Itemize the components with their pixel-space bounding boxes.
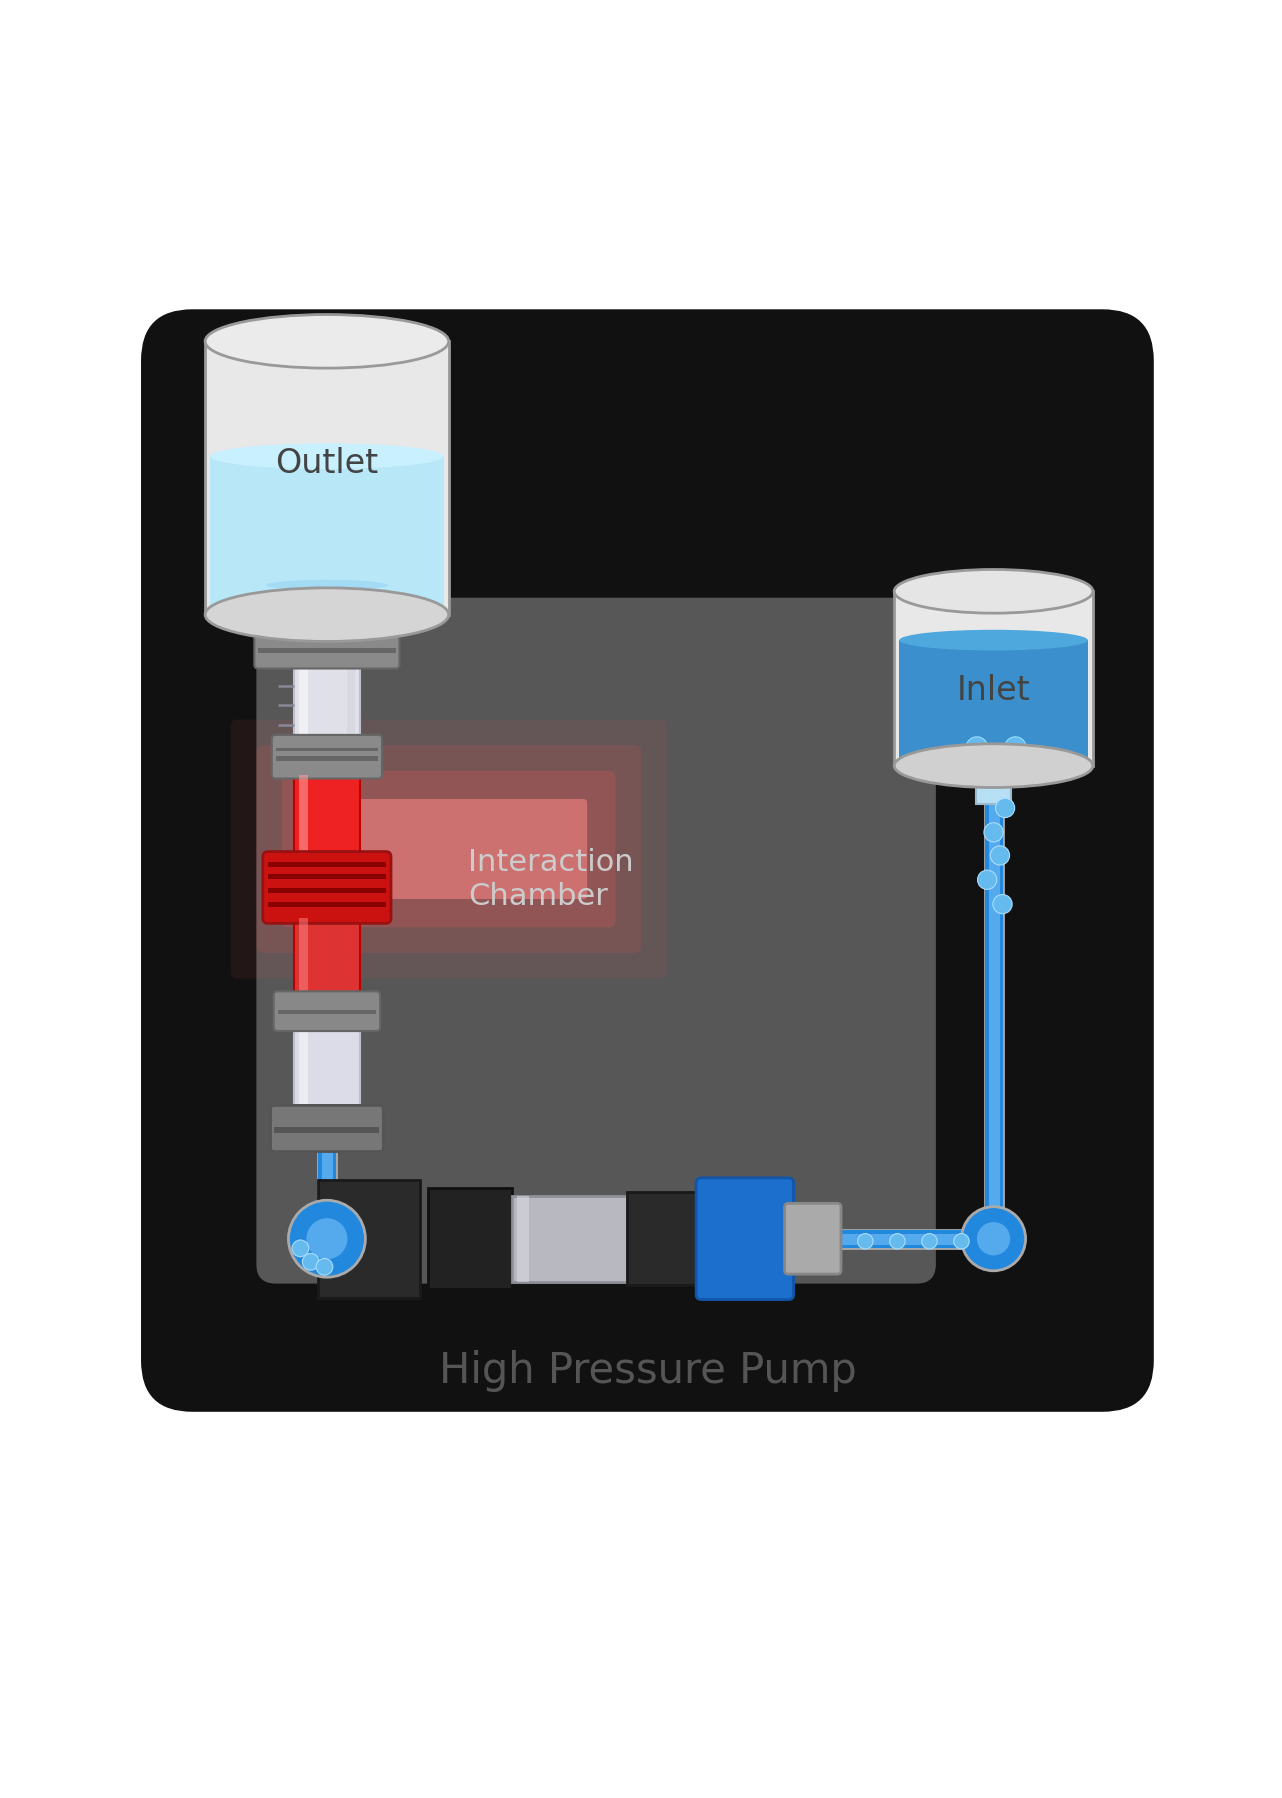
- FancyBboxPatch shape: [271, 1106, 383, 1151]
- Bar: [512, 1196, 627, 1282]
- Text: High Pressure Pump: High Pressure Pump: [438, 1350, 856, 1392]
- Ellipse shape: [900, 629, 1087, 651]
- Bar: [281, 615, 373, 651]
- Bar: [299, 919, 308, 1001]
- Bar: [258, 649, 396, 653]
- Circle shape: [292, 1241, 309, 1257]
- Circle shape: [977, 1223, 1010, 1255]
- FancyBboxPatch shape: [231, 719, 667, 978]
- Circle shape: [985, 823, 1004, 841]
- Circle shape: [288, 1201, 365, 1277]
- Circle shape: [962, 1206, 1026, 1271]
- Bar: [299, 1027, 308, 1117]
- Circle shape: [858, 1233, 873, 1250]
- FancyBboxPatch shape: [254, 633, 400, 669]
- Bar: [299, 665, 308, 739]
- Bar: [268, 903, 386, 908]
- Bar: [268, 861, 386, 867]
- Bar: [627, 1192, 701, 1286]
- FancyBboxPatch shape: [696, 1178, 794, 1300]
- Bar: [517, 1196, 529, 1282]
- Bar: [299, 775, 308, 867]
- Bar: [276, 748, 378, 752]
- Circle shape: [306, 1219, 347, 1259]
- Bar: [277, 1009, 377, 1014]
- Bar: [268, 874, 386, 879]
- Ellipse shape: [205, 315, 449, 369]
- Bar: [318, 1179, 420, 1298]
- FancyBboxPatch shape: [256, 597, 936, 1284]
- Circle shape: [890, 1233, 905, 1250]
- FancyBboxPatch shape: [785, 1203, 841, 1275]
- FancyBboxPatch shape: [141, 309, 1154, 1411]
- Circle shape: [977, 870, 997, 890]
- FancyBboxPatch shape: [310, 798, 587, 899]
- Bar: [347, 665, 355, 739]
- Circle shape: [922, 1233, 937, 1250]
- Text: Interaction
Chamber: Interaction Chamber: [468, 849, 633, 912]
- Circle shape: [826, 1233, 841, 1250]
- Circle shape: [794, 1233, 809, 1250]
- FancyBboxPatch shape: [256, 744, 641, 953]
- Text: Inlet: Inlet: [956, 674, 1031, 707]
- FancyBboxPatch shape: [282, 771, 615, 928]
- Bar: [294, 1027, 360, 1117]
- Bar: [210, 457, 444, 608]
- Ellipse shape: [895, 744, 1092, 788]
- FancyBboxPatch shape: [272, 735, 382, 779]
- Circle shape: [303, 1253, 319, 1269]
- Bar: [428, 1188, 512, 1289]
- Bar: [294, 775, 360, 867]
- Circle shape: [996, 798, 1015, 818]
- FancyBboxPatch shape: [274, 991, 379, 1030]
- Bar: [268, 888, 386, 894]
- Bar: [900, 640, 1087, 762]
- Circle shape: [954, 1233, 969, 1250]
- Text: Outlet: Outlet: [276, 446, 378, 480]
- Bar: [294, 665, 360, 739]
- Ellipse shape: [205, 588, 449, 642]
- Circle shape: [967, 737, 988, 759]
- Bar: [976, 766, 1011, 804]
- Ellipse shape: [210, 444, 444, 469]
- Bar: [274, 1127, 379, 1133]
- Circle shape: [1005, 737, 1026, 759]
- Circle shape: [992, 895, 1013, 913]
- Circle shape: [317, 1259, 333, 1275]
- FancyBboxPatch shape: [263, 852, 391, 924]
- Bar: [294, 919, 360, 1001]
- Bar: [276, 755, 378, 761]
- Ellipse shape: [267, 579, 387, 590]
- Bar: [895, 592, 1094, 766]
- Ellipse shape: [895, 570, 1092, 613]
- Bar: [205, 342, 449, 615]
- Circle shape: [991, 845, 1010, 865]
